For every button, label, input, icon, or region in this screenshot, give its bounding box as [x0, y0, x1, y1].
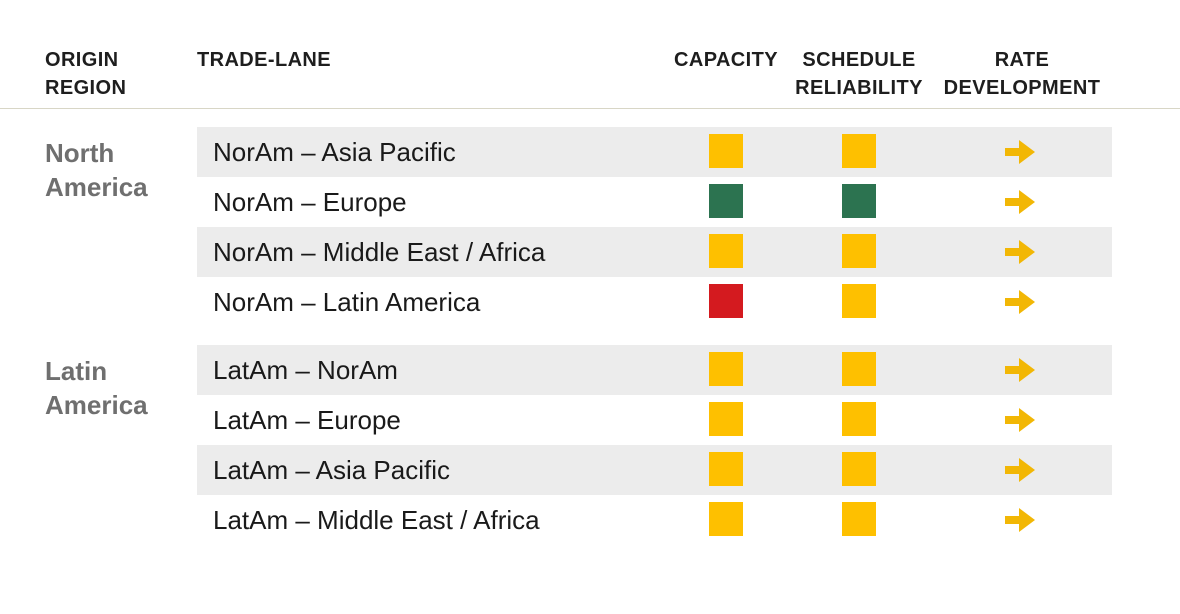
lane-group-latin-america: LatAm – NorAm LatAm – Europe LatAm – Asi…	[197, 345, 1112, 545]
lane-name: LatAm – Asia Pacific	[213, 455, 450, 485]
arrow-right-icon	[1005, 508, 1035, 532]
table-row: LatAm – Middle East / Africa	[197, 495, 1112, 545]
header-capacity: CAPACITY	[674, 49, 778, 71]
table-row: NorAm – Europe	[197, 177, 1112, 227]
header-divider	[0, 108, 1180, 109]
arrow-right-icon	[1005, 408, 1035, 432]
schedule-reliability-status-indicator	[842, 502, 876, 536]
capacity-status-indicator	[709, 352, 743, 386]
capacity-status-indicator	[709, 234, 743, 268]
capacity-status-indicator	[709, 184, 743, 218]
table-row: NorAm – Asia Pacific	[197, 127, 1112, 177]
lane-name: LatAm – Europe	[213, 405, 401, 435]
region-label-north-america: North America	[45, 138, 148, 202]
arrow-right-icon	[1005, 458, 1035, 482]
schedule-reliability-status-indicator	[842, 452, 876, 486]
schedule-reliability-status-indicator	[842, 184, 876, 218]
arrow-right-icon	[1005, 358, 1035, 382]
lane-name: NorAm – Asia Pacific	[213, 137, 456, 167]
schedule-reliability-status-indicator	[842, 134, 876, 168]
schedule-reliability-status-indicator	[842, 234, 876, 268]
lane-name: NorAm – Latin America	[213, 287, 481, 317]
table-row: LatAm – NorAm	[197, 345, 1112, 395]
lane-name: LatAm – NorAm	[213, 355, 398, 385]
header-schedule-reliability: SCHEDULE RELIABILITY	[795, 49, 923, 99]
table-row: NorAm – Latin America	[197, 277, 1112, 327]
header-origin-region: ORIGIN REGION	[45, 49, 127, 99]
schedule-reliability-status-indicator	[842, 352, 876, 386]
capacity-status-indicator	[709, 134, 743, 168]
table-row: LatAm – Asia Pacific	[197, 445, 1112, 495]
arrow-right-icon	[1005, 190, 1035, 214]
capacity-status-indicator	[709, 502, 743, 536]
lane-name: LatAm – Middle East / Africa	[213, 505, 540, 535]
table-row: LatAm – Europe	[197, 395, 1112, 445]
capacity-status-indicator	[709, 452, 743, 486]
header-trade-lane: TRADE-LANE	[197, 49, 331, 71]
arrow-right-icon	[1005, 240, 1035, 264]
table-row: NorAm – Middle East / Africa	[197, 227, 1112, 277]
region-label-latin-america: Latin America	[45, 356, 148, 420]
lane-group-north-america: NorAm – Asia Pacific NorAm – Europe NorA…	[197, 127, 1112, 327]
capacity-status-indicator	[709, 402, 743, 436]
arrow-right-icon	[1005, 140, 1035, 164]
schedule-reliability-status-indicator	[842, 402, 876, 436]
lane-name: NorAm – Middle East / Africa	[213, 237, 546, 267]
arrow-right-icon	[1005, 290, 1035, 314]
capacity-status-indicator	[709, 284, 743, 318]
header-rate-development: RATE DEVELOPMENT	[943, 49, 1101, 99]
schedule-reliability-status-indicator	[842, 284, 876, 318]
lane-name: NorAm – Europe	[213, 187, 407, 217]
